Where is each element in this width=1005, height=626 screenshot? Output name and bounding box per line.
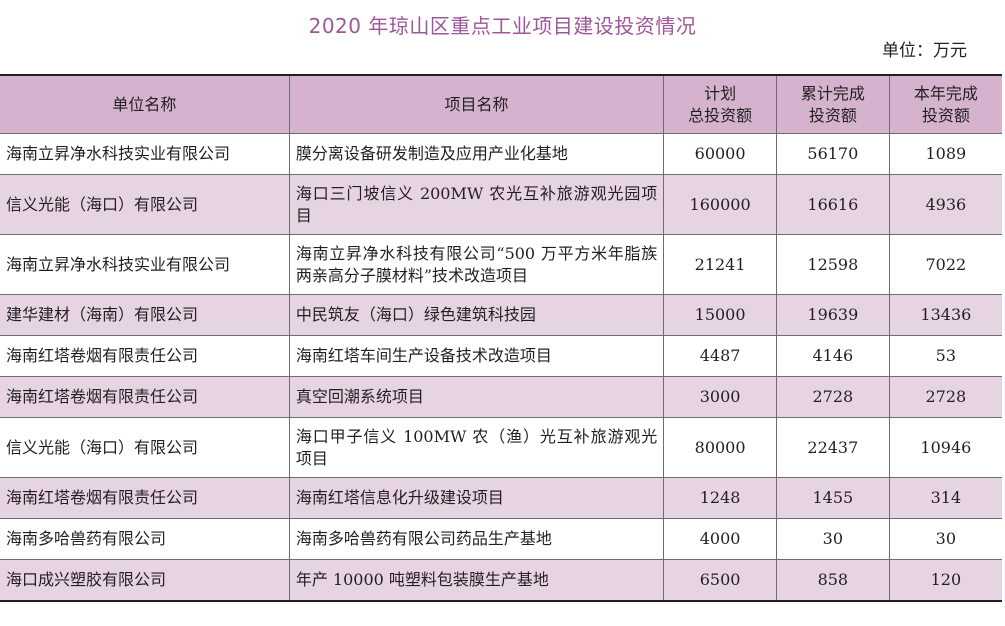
- cell-this-year: 13436: [888, 294, 1002, 336]
- header-row: 单位名称 项目名称 计划 总投资额 累计完成 投资额 本年完成 投资额: [0, 74, 1002, 134]
- header-cumulative-investment: 累计完成 投资额: [775, 74, 890, 134]
- table-row: 海南红塔卷烟有限责任公司 海南红塔车间生产设备技术改造项目 4487 4146 …: [0, 335, 1002, 377]
- cell-project-name: 真空回潮系统项目: [288, 376, 665, 418]
- header-planned-line1: 计划: [704, 83, 737, 103]
- cell-planned: 80000: [663, 417, 777, 478]
- table-row: 信义光能（海口）有限公司 海口甲子信义 100MW 农（渔）光互补旅游观光项目 …: [0, 417, 1002, 478]
- cell-this-year: 2728: [888, 376, 1002, 418]
- cell-unit-name: 海南立昇净水科技实业有限公司: [0, 234, 290, 295]
- cell-planned: 15000: [663, 294, 777, 336]
- table-row: 海南立昇净水科技实业有限公司 海南立昇净水科技有限公司“500 万平方米年脂族两…: [0, 234, 1002, 295]
- cell-this-year: 30: [888, 518, 1002, 560]
- cell-planned: 60000: [663, 133, 777, 175]
- cell-unit-name: 建华建材（海南）有限公司: [0, 294, 290, 336]
- header-unit-name-text: 单位名称: [112, 94, 177, 114]
- cell-cumulative: 2728: [775, 376, 890, 418]
- document-title: 2020 年琼山区重点工业项目建设投资情况: [308, 14, 697, 38]
- cell-this-year: 1089: [888, 133, 1002, 175]
- cell-planned: 4487: [663, 335, 777, 377]
- cell-cumulative: 1455: [775, 477, 890, 519]
- cell-this-year: 314: [888, 477, 1002, 519]
- header-this-year-line2: 投资额: [921, 105, 970, 125]
- cell-cumulative: 12598: [775, 234, 890, 295]
- header-project-name-text: 项目名称: [444, 94, 509, 114]
- cell-project-name: 海南立昇净水科技有限公司“500 万平方米年脂族两亲高分子膜材料”技术改造项目: [288, 234, 665, 295]
- table-row: 信义光能（海口）有限公司 海口三门坡信义 200MW 农光互补旅游观光园项目 1…: [0, 174, 1002, 235]
- cell-unit-name: 海南红塔卷烟有限责任公司: [0, 376, 290, 418]
- header-project-name: 项目名称: [288, 74, 665, 134]
- cell-cumulative: 22437: [775, 417, 890, 478]
- table-row: 海南立昇净水科技实业有限公司 膜分离设备研发制造及应用产业化基地 60000 5…: [0, 133, 1002, 175]
- header-this-year-investment: 本年完成 投资额: [888, 74, 1002, 134]
- cell-unit-name: 海口成兴塑胶有限公司: [0, 559, 290, 602]
- cell-this-year: 10946: [888, 417, 1002, 478]
- cell-unit-name: 海南多哈兽药有限公司: [0, 518, 290, 560]
- table-row: 海南红塔卷烟有限责任公司 真空回潮系统项目 3000 2728 2728: [0, 376, 1002, 418]
- cell-planned: 3000: [663, 376, 777, 418]
- investment-table: 单位名称 项目名称 计划 总投资额 累计完成 投资额 本年完成 投资额 海南立昇净水科…: [0, 74, 1002, 602]
- cell-cumulative: 858: [775, 559, 890, 602]
- cell-project-name: 海南红塔信息化升级建设项目: [288, 477, 665, 519]
- cell-planned: 1248: [663, 477, 777, 519]
- cell-project-name: 海口三门坡信义 200MW 农光互补旅游观光园项目: [288, 174, 665, 235]
- table-row: 建华建材（海南）有限公司 中民筑友（海口）绿色建筑科技园 15000 19639…: [0, 294, 1002, 336]
- cell-this-year: 53: [888, 335, 1002, 377]
- cell-unit-name: 海南立昇净水科技实业有限公司: [0, 133, 290, 175]
- header-cumulative-line1: 累计完成: [800, 83, 865, 103]
- cell-planned: 21241: [663, 234, 777, 295]
- cell-project-name: 海南红塔车间生产设备技术改造项目: [288, 335, 665, 377]
- cell-this-year: 7022: [888, 234, 1002, 295]
- cell-project-name: 海南多哈兽药有限公司药品生产基地: [288, 518, 665, 560]
- table-row: 海南红塔卷烟有限责任公司 海南红塔信息化升级建设项目 1248 1455 314: [0, 477, 1002, 519]
- header-planned-investment: 计划 总投资额: [663, 74, 777, 134]
- cell-planned: 6500: [663, 559, 777, 602]
- cell-this-year: 4936: [888, 174, 1002, 235]
- cell-cumulative: 16616: [775, 174, 890, 235]
- cell-cumulative: 56170: [775, 133, 890, 175]
- cell-cumulative: 4146: [775, 335, 890, 377]
- cell-planned: 4000: [663, 518, 777, 560]
- table-row: 海南多哈兽药有限公司 海南多哈兽药有限公司药品生产基地 4000 30 30: [0, 518, 1002, 560]
- header-this-year-line1: 本年完成: [913, 83, 978, 103]
- cell-planned: 160000: [663, 174, 777, 235]
- cell-project-name: 海口甲子信义 100MW 农（渔）光互补旅游观光项目: [288, 417, 665, 478]
- cell-unit-name: 海南红塔卷烟有限责任公司: [0, 335, 290, 377]
- cell-unit-name: 信义光能（海口）有限公司: [0, 417, 290, 478]
- unit-label: 单位：万元: [882, 41, 967, 61]
- cell-project-name: 年产 10000 吨塑料包装膜生产基地: [288, 559, 665, 602]
- table-row: 海口成兴塑胶有限公司 年产 10000 吨塑料包装膜生产基地 6500 858 …: [0, 559, 1002, 602]
- cell-this-year: 120: [888, 559, 1002, 602]
- header-planned-line2: 总投资额: [688, 105, 753, 125]
- cell-unit-name: 海南红塔卷烟有限责任公司: [0, 477, 290, 519]
- cell-project-name: 膜分离设备研发制造及应用产业化基地: [288, 133, 665, 175]
- header-cumulative-line2: 投资额: [808, 105, 857, 125]
- cell-cumulative: 19639: [775, 294, 890, 336]
- cell-cumulative: 30: [775, 518, 890, 560]
- header-unit-name: 单位名称: [0, 74, 290, 134]
- cell-unit-name: 信义光能（海口）有限公司: [0, 174, 290, 235]
- cell-project-name: 中民筑友（海口）绿色建筑科技园: [288, 294, 665, 336]
